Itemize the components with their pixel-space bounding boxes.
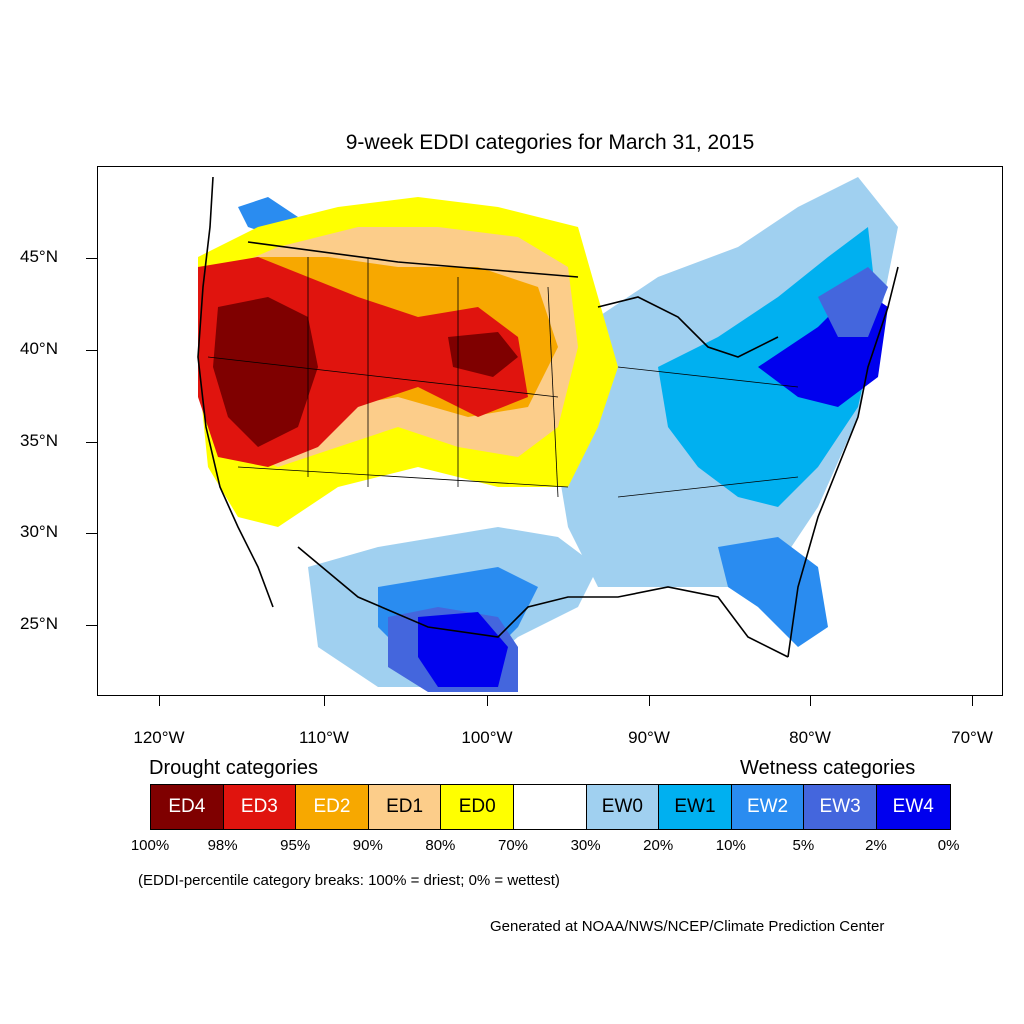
lat-tick-30 (86, 533, 97, 534)
percentile-label: 80% (425, 837, 456, 854)
ew2-region-southeast (718, 537, 828, 647)
eddi-map (197, 176, 899, 692)
percentile-label: 98% (207, 837, 238, 854)
lat-tick-35 (86, 442, 97, 443)
lat-label-30: 30°N (20, 522, 58, 541)
wetness-regions (238, 177, 898, 692)
lon-label-70: 70°W (951, 728, 993, 747)
lon-tick-90 (649, 696, 650, 706)
ew3-region-northeast (818, 267, 888, 337)
lon-tick-110 (324, 696, 325, 706)
legend-box-ed1: ED1 (368, 785, 442, 829)
lat-label-40: 40°N (20, 339, 58, 358)
lon-label-110: 110°W (299, 728, 349, 747)
category-breaks-note: (EDDI-percentile category breaks: 100% =… (138, 872, 560, 889)
lon-label-90: 90°W (628, 728, 670, 747)
ed4-region (213, 297, 318, 447)
percentile-label: 2% (865, 837, 887, 854)
lon-label-100: 100°W (461, 728, 513, 747)
wetness-categories-title: Wetness categories (740, 757, 916, 779)
canada-border-line (247, 241, 579, 278)
percentile-label: 10% (715, 837, 746, 854)
legend-box-ed4: ED4 (151, 785, 224, 829)
legend-box-ew0: EW0 (586, 785, 660, 829)
category-legend: ED4 ED3 ED2 ED1 ED0 EW0 EW1 EW2 EW3 EW4 (150, 784, 951, 830)
percentile-label: 0% (937, 837, 960, 854)
lat-tick-40 (86, 350, 97, 351)
legend-box-normal (513, 785, 587, 829)
lon-tick-70 (972, 696, 973, 706)
map-title: 9-week EDDI categories for March 31, 201… (345, 131, 755, 154)
percentile-label: 30% (570, 837, 601, 854)
east-coast-line (787, 266, 899, 658)
credit-text: Generated at NOAA/NWS/NCEP/Climate Predi… (490, 918, 885, 935)
lon-tick-120 (159, 696, 160, 706)
west-coast-line (197, 176, 274, 608)
lat-label-45: 45°N (20, 247, 58, 266)
map-frame (97, 166, 1003, 696)
percentile-label: 100% (130, 837, 170, 854)
ew4-region-texas (418, 612, 508, 687)
lon-label-80: 80°W (789, 728, 831, 747)
lon-tick-80 (810, 696, 811, 706)
percentile-label: 95% (280, 837, 311, 854)
legend-box-ew4: EW4 (876, 785, 950, 829)
legend-box-ew3: EW3 (804, 785, 877, 829)
lat-label-25: 25°N (20, 614, 58, 633)
lat-tick-45 (86, 258, 97, 259)
lon-tick-100 (487, 696, 488, 706)
legend-box-ed3: ED3 (223, 785, 297, 829)
lon-label-120: 120°W (133, 728, 185, 747)
gulf-coast-line (297, 546, 789, 658)
legend-box-ed0: ED0 (441, 785, 514, 829)
legend-box-ew2: EW2 (731, 785, 805, 829)
lat-label-35: 35°N (20, 431, 58, 450)
great-lakes-line (597, 296, 779, 358)
percentile-label: 90% (352, 837, 383, 854)
percentile-label: 20% (643, 837, 674, 854)
state-borders (207, 257, 799, 498)
drought-regions (198, 197, 618, 527)
coastlines (197, 176, 899, 658)
legend-box-ew1: EW1 (659, 785, 732, 829)
drought-categories-title: Drought categories (149, 757, 318, 779)
legend-box-ed2: ED2 (296, 785, 369, 829)
lat-tick-25 (86, 625, 97, 626)
percentile-label: 70% (497, 837, 529, 854)
percentile-label: 5% (792, 837, 815, 854)
ed4-region-plains (448, 332, 518, 377)
